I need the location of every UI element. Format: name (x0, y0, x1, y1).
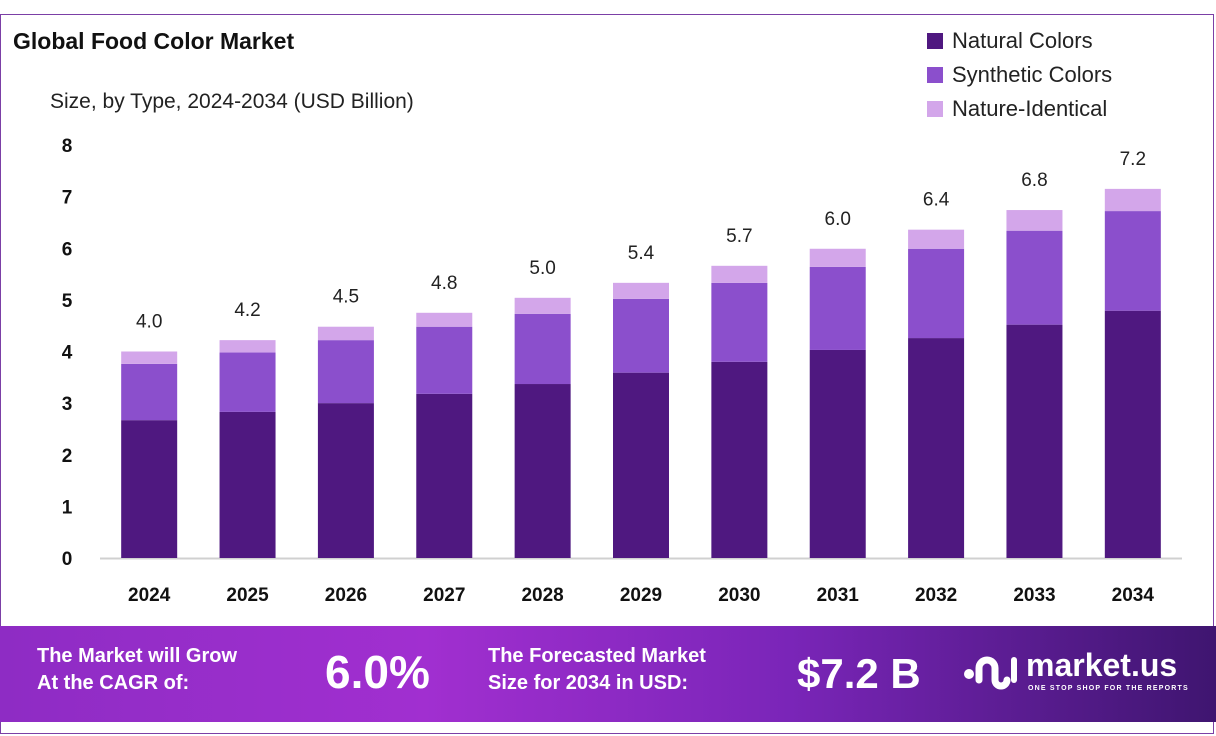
bar-segment-natural-colors (1006, 324, 1063, 558)
bar-segment-synthetic-colors (514, 313, 571, 385)
x-tick-label: 2026 (325, 585, 367, 606)
total-data-label: 5.7 (726, 226, 752, 247)
x-tick-label: 2034 (1112, 585, 1155, 606)
bar-segment-nature-identical (219, 340, 276, 353)
bar-segment-natural-colors (809, 349, 866, 558)
bar-segment-natural-colors (711, 361, 768, 558)
forecast-label: The Forecasted Market Size for 2034 in US… (488, 643, 706, 697)
y-tick-label: 2 (62, 446, 73, 467)
bar-segment-natural-colors (317, 403, 374, 558)
y-tick-label: 3 (62, 394, 73, 415)
bar-segment-synthetic-colors (219, 352, 276, 412)
bar-segment-nature-identical (613, 282, 669, 299)
x-tick-label: 2027 (423, 585, 465, 606)
y-tick-label: 4 (62, 343, 73, 364)
x-tick-label: 2031 (817, 585, 860, 606)
bar-segment-synthetic-colors (809, 266, 866, 350)
x-tick-label: 2024 (128, 585, 171, 606)
legend-label: Natural Colors (952, 28, 1093, 53)
legend-label: Synthetic Colors (952, 62, 1113, 87)
legend-swatch (927, 101, 943, 117)
chart-frame (0, 14, 1214, 734)
bar-segment-synthetic-colors (1104, 211, 1161, 311)
bar-segment-nature-identical (514, 297, 571, 314)
x-tick-label: 2025 (226, 585, 269, 606)
total-data-label: 5.4 (628, 243, 655, 264)
total-data-label: 6.8 (1021, 170, 1047, 191)
legend-item-nature-identical: Nature-Identical (927, 92, 1112, 126)
bar-segment-synthetic-colors (711, 282, 768, 362)
x-tick-label: 2032 (915, 585, 957, 606)
footer-banner: The Market will Grow At the CAGR of: 6.0%… (0, 626, 1216, 722)
bar-segment-natural-colors (416, 393, 473, 558)
bar-chart: 0 1 2 3 4 5 6 7 8 4.0 2024 4.2 2025 4.5 2026 4.8 2027 5.0… (62, 136, 1182, 606)
market-us-logo-icon (964, 656, 1017, 690)
total-data-label: 5.0 (529, 258, 555, 279)
cagr-value: 6.0% (325, 646, 430, 698)
total-data-label: 6.0 (825, 209, 851, 230)
total-data-label: 6.4 (923, 190, 950, 211)
bar-segment-natural-colors (613, 372, 669, 558)
y-tick-label: 1 (62, 497, 73, 518)
forecast-value: $7.2 B (797, 650, 921, 697)
y-tick-label: 6 (62, 239, 73, 260)
bar-segment-synthetic-colors (613, 298, 669, 373)
x-tick-label: 2030 (718, 585, 760, 606)
cagr-label-line2: At the CAGR of: (37, 672, 190, 694)
bar-segment-nature-identical (711, 265, 768, 283)
bar-segment-synthetic-colors (121, 363, 178, 421)
bar-segment-natural-colors (121, 420, 178, 558)
bar-segment-nature-identical (1006, 210, 1063, 231)
brand-tagline: ONE STOP SHOP FOR THE REPORTS (1028, 685, 1189, 692)
brand-name: market.us (1026, 647, 1178, 683)
bar-segment-synthetic-colors (908, 248, 965, 339)
bar-segment-natural-colors (1104, 310, 1161, 558)
bar-segment-synthetic-colors (317, 340, 374, 404)
chart-subtitle: Size, by Type, 2024-2034 (USD Billion) (50, 90, 414, 113)
bar-segment-nature-identical (1104, 188, 1161, 212)
y-tick-label: 0 (62, 549, 73, 570)
legend-swatch (927, 67, 943, 83)
bar-segment-synthetic-colors (416, 326, 473, 394)
cagr-label-line1: The Market will Grow (37, 645, 238, 667)
y-tick-label: 5 (62, 291, 73, 312)
bar-segment-nature-identical (416, 312, 473, 327)
bar-segment-natural-colors (908, 338, 965, 558)
bar-segment-natural-colors (514, 384, 571, 558)
y-tick-label: 8 (62, 136, 73, 157)
cagr-label: The Market will Grow At the CAGR of: (37, 643, 237, 697)
total-data-label: 4.2 (234, 300, 260, 321)
brand-logo: market.us ONE STOP SHOP FOR THE REPORTS (962, 646, 1189, 694)
x-tick-label: 2028 (521, 585, 563, 606)
total-data-label: 4.5 (333, 287, 359, 308)
x-tick-label: 2029 (620, 585, 662, 606)
legend-label: Nature-Identical (952, 96, 1108, 121)
bar-segment-nature-identical (809, 248, 866, 267)
legend: Natural Colors Synthetic Colors Nature-I… (927, 24, 1112, 126)
total-data-label: 4.0 (136, 312, 162, 333)
total-data-label: 7.2 (1120, 149, 1146, 170)
legend-item-synthetic: Synthetic Colors (927, 58, 1112, 92)
x-tick-label: 2033 (1013, 585, 1055, 606)
bar-segment-natural-colors (219, 411, 276, 558)
forecast-label-line2: Size for 2034 in USD: (488, 672, 689, 694)
legend-item-natural: Natural Colors (927, 24, 1112, 58)
bar-segment-nature-identical (317, 326, 374, 341)
chart-title: Global Food Color Market (13, 28, 295, 54)
y-tick-label: 7 (62, 188, 73, 209)
total-data-label: 4.8 (431, 273, 457, 294)
legend-swatch (927, 33, 943, 49)
bar-segment-nature-identical (121, 351, 178, 364)
forecast-label-line1: The Forecasted Market (488, 645, 706, 667)
bar-segment-nature-identical (908, 229, 965, 249)
bar-segment-synthetic-colors (1006, 230, 1063, 325)
